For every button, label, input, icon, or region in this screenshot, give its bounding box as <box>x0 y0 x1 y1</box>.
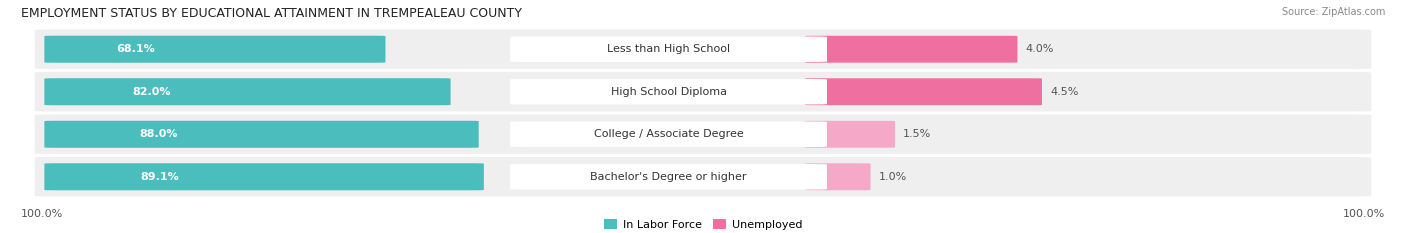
Text: 100.0%: 100.0% <box>1343 209 1385 219</box>
FancyBboxPatch shape <box>35 157 1371 197</box>
FancyBboxPatch shape <box>35 114 1371 154</box>
FancyBboxPatch shape <box>510 122 827 147</box>
Text: 82.0%: 82.0% <box>132 87 170 97</box>
FancyBboxPatch shape <box>35 29 1371 69</box>
FancyBboxPatch shape <box>510 36 827 62</box>
FancyBboxPatch shape <box>45 121 478 148</box>
FancyBboxPatch shape <box>35 72 1371 112</box>
Text: 4.5%: 4.5% <box>1050 87 1078 97</box>
Text: Bachelor's Degree or higher: Bachelor's Degree or higher <box>591 172 747 182</box>
FancyBboxPatch shape <box>510 164 827 190</box>
FancyBboxPatch shape <box>806 163 870 190</box>
FancyBboxPatch shape <box>45 78 450 105</box>
Text: Source: ZipAtlas.com: Source: ZipAtlas.com <box>1281 7 1385 17</box>
Text: 1.0%: 1.0% <box>879 172 907 182</box>
Text: 68.1%: 68.1% <box>115 44 155 54</box>
Text: 1.5%: 1.5% <box>903 129 932 139</box>
FancyBboxPatch shape <box>806 36 1018 63</box>
Text: High School Diploma: High School Diploma <box>610 87 727 97</box>
Text: 4.0%: 4.0% <box>1026 44 1054 54</box>
Text: 100.0%: 100.0% <box>21 209 63 219</box>
FancyBboxPatch shape <box>806 78 1042 105</box>
FancyBboxPatch shape <box>806 121 896 148</box>
Text: 88.0%: 88.0% <box>139 129 177 139</box>
FancyBboxPatch shape <box>45 36 385 63</box>
FancyBboxPatch shape <box>510 79 827 104</box>
Legend: In Labor Force, Unemployed: In Labor Force, Unemployed <box>603 219 803 230</box>
Text: EMPLOYMENT STATUS BY EDUCATIONAL ATTAINMENT IN TREMPEALEAU COUNTY: EMPLOYMENT STATUS BY EDUCATIONAL ATTAINM… <box>21 7 522 20</box>
FancyBboxPatch shape <box>45 163 484 190</box>
Text: Less than High School: Less than High School <box>607 44 730 54</box>
Text: College / Associate Degree: College / Associate Degree <box>593 129 744 139</box>
Text: 89.1%: 89.1% <box>141 172 179 182</box>
